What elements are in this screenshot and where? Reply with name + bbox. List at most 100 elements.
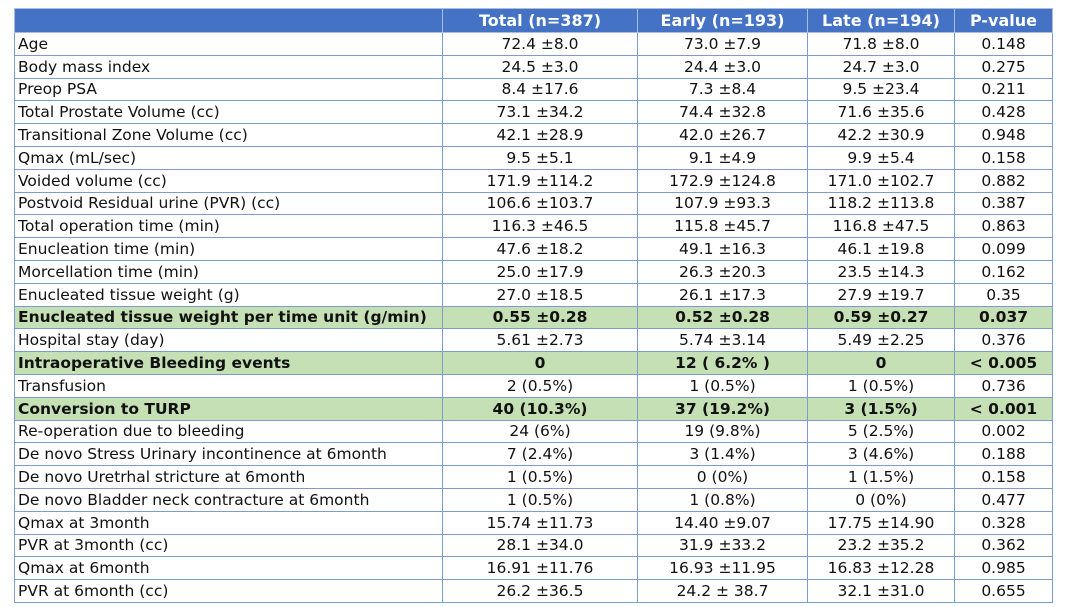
cell-late: 116.8 ±47.5 [807, 214, 955, 239]
cell-p-value: 0.158 [954, 465, 1053, 489]
cell-late: 23.5 ±14.3 [807, 259, 955, 284]
table-row: Conversion to TURP 40 (10.3%) 37 (19.2%) 3 … [14, 396, 1053, 421]
cell-early: 115.8 ±45.7 [637, 214, 808, 239]
cell-total: 28.1 ±34.0 [442, 533, 638, 558]
header-early: Early (n=193) [637, 8, 808, 33]
cell-late: 17.75 ±14.90 [807, 510, 955, 535]
cell-p-value: 0.002 [954, 419, 1053, 444]
cell-early: 26.1 ±17.3 [637, 282, 808, 307]
table-row: Enucleation time (min) 47.6 ±18.2 49.1 ±16… [14, 237, 1053, 261]
cell-total: 2 (0.5%) [442, 373, 638, 398]
table-row: Voided volume (cc) 171.9 ±114.2 172.9 ±124… [14, 168, 1053, 193]
cell-p-value: 0.275 [954, 54, 1053, 79]
row-label: De novo Stress Urinary incontinence at 6… [14, 442, 443, 467]
cell-late: 0 [807, 351, 955, 375]
cell-p-value: 0.655 [954, 579, 1053, 603]
cell-early: 26.3 ±20.3 [637, 259, 808, 284]
table-row: Total operation time (min) 116.3 ±46.5 115… [14, 214, 1053, 239]
cell-late: 9.5 ±23.4 [807, 77, 955, 102]
row-label: De novo Bladder neck contracture at 6mon… [14, 487, 443, 512]
cell-early: 73.0 ±7.9 [637, 32, 808, 56]
cell-total: 72.4 ±8.0 [442, 32, 638, 56]
cell-p-value: 0.35 [954, 282, 1053, 307]
row-label: Total operation time (min) [14, 214, 443, 239]
row-label: Preop PSA [14, 77, 443, 102]
cell-early: 74.4 ±32.8 [637, 100, 808, 125]
cell-late: 32.1 ±31.0 [807, 579, 955, 603]
cell-early: 37 (19.2%) [637, 396, 808, 421]
row-label: Qmax at 6month [14, 556, 443, 581]
cell-early: 9.1 ±4.9 [637, 145, 808, 170]
table-row: Preop PSA 8.4 ±17.6 7.3 ±8.4 9.5 ±23.4 0.211 [14, 77, 1053, 102]
cell-p-value: 0.376 [954, 328, 1053, 353]
row-label: Body mass index [14, 54, 443, 79]
cell-total: 106.6 ±103.7 [442, 191, 638, 216]
cell-late: 42.2 ±30.9 [807, 123, 955, 147]
cell-total: 1 (0.5%) [442, 487, 638, 512]
cell-p-value: 0.736 [954, 373, 1053, 398]
cell-early: 7.3 ±8.4 [637, 77, 808, 102]
cell-total: 27.0 ±18.5 [442, 282, 638, 307]
cell-late: 118.2 ±113.8 [807, 191, 955, 216]
cell-p-value: 0.099 [954, 237, 1053, 261]
cell-early: 3 (1.4%) [637, 442, 808, 467]
table-row: Re-operation due to bleeding 24 (6%) 19 (9… [14, 419, 1053, 444]
cell-late: 0.59 ±0.27 [807, 305, 955, 330]
cell-total: 0.55 ±0.28 [442, 305, 638, 330]
table-row: Body mass index 24.5 ±3.0 24.4 ±3.0 24.7 ±3… [14, 54, 1053, 79]
table-row: Qmax (mL/sec) 9.5 ±5.1 9.1 ±4.9 9.9 ±5.4 0.1… [14, 145, 1053, 170]
cell-early: 19 (9.8%) [637, 419, 808, 444]
header-label-column [14, 8, 443, 33]
header-total: Total (n=387) [442, 8, 638, 33]
row-label: Postvoid Residual urine (PVR) (cc) [14, 191, 443, 216]
table-row: Morcellation time (min) 25.0 ±17.9 26.3 ±2… [14, 259, 1053, 284]
table-row: Enucleated tissue weight (g) 27.0 ±18.5 26… [14, 282, 1053, 307]
cell-late: 16.83 ±12.28 [807, 556, 955, 581]
cell-p-value: 0.863 [954, 214, 1053, 239]
cell-total: 1 (0.5%) [442, 465, 638, 489]
cell-early: 0.52 ±0.28 [637, 305, 808, 330]
table-row: De novo Stress Urinary incontinence at 6… [14, 442, 1053, 467]
cell-total: 42.1 ±28.9 [442, 123, 638, 147]
cell-p-value: 0.162 [954, 259, 1053, 284]
cell-p-value: 0.188 [954, 442, 1053, 467]
header-late: Late (n=194) [807, 8, 955, 33]
cell-late: 5 (2.5%) [807, 419, 955, 444]
cell-total: 9.5 ±5.1 [442, 145, 638, 170]
cell-late: 71.8 ±8.0 [807, 32, 955, 56]
cell-total: 8.4 ±17.6 [442, 77, 638, 102]
cell-early: 172.9 ±124.8 [637, 168, 808, 193]
cell-total: 15.74 ±11.73 [442, 510, 638, 535]
cell-early: 0 (0%) [637, 465, 808, 489]
cell-late: 3 (1.5%) [807, 396, 955, 421]
cell-late: 1 (1.5%) [807, 465, 955, 489]
cell-early: 107.9 ±93.3 [637, 191, 808, 216]
row-label: Enucleated tissue weight (g) [14, 282, 443, 307]
table-row: Postvoid Residual urine (PVR) (cc) 106.6 … [14, 191, 1053, 216]
cell-p-value: 0.037 [954, 305, 1053, 330]
cell-early: 24.2 ± 38.7 [637, 579, 808, 603]
table-row: Total Prostate Volume (cc) 73.1 ±34.2 74.4… [14, 100, 1053, 125]
table-row: Transitional Zone Volume (cc) 42.1 ±28.9 4… [14, 123, 1053, 147]
cell-total: 116.3 ±46.5 [442, 214, 638, 239]
table-row: Enucleated tissue weight per time unit (… [14, 305, 1053, 330]
cell-early: 16.93 ±11.95 [637, 556, 808, 581]
cell-early: 31.9 ±33.2 [637, 533, 808, 558]
row-label: Morcellation time (min) [14, 259, 443, 284]
cell-early: 42.0 ±26.7 [637, 123, 808, 147]
row-label: Qmax at 3month [14, 510, 443, 535]
row-label: Conversion to TURP [14, 396, 443, 421]
row-label: De novo Uretrhal stricture at 6month [14, 465, 443, 489]
cell-total: 7 (2.4%) [442, 442, 638, 467]
comparison-table: Total (n=387) Early (n=193) Late (n=194)… [14, 8, 1053, 603]
row-label: Transfusion [14, 373, 443, 398]
row-label: Enucleation time (min) [14, 237, 443, 261]
cell-early: 1 (0.8%) [637, 487, 808, 512]
cell-p-value: 0.948 [954, 123, 1053, 147]
cell-late: 3 (4.6%) [807, 442, 955, 467]
cell-p-value: 0.328 [954, 510, 1053, 535]
row-label: Enucleated tissue weight per time unit (… [14, 305, 443, 330]
row-label: PVR at 6month (cc) [14, 579, 443, 603]
cell-early: 14.40 ±9.07 [637, 510, 808, 535]
row-label: Total Prostate Volume (cc) [14, 100, 443, 125]
